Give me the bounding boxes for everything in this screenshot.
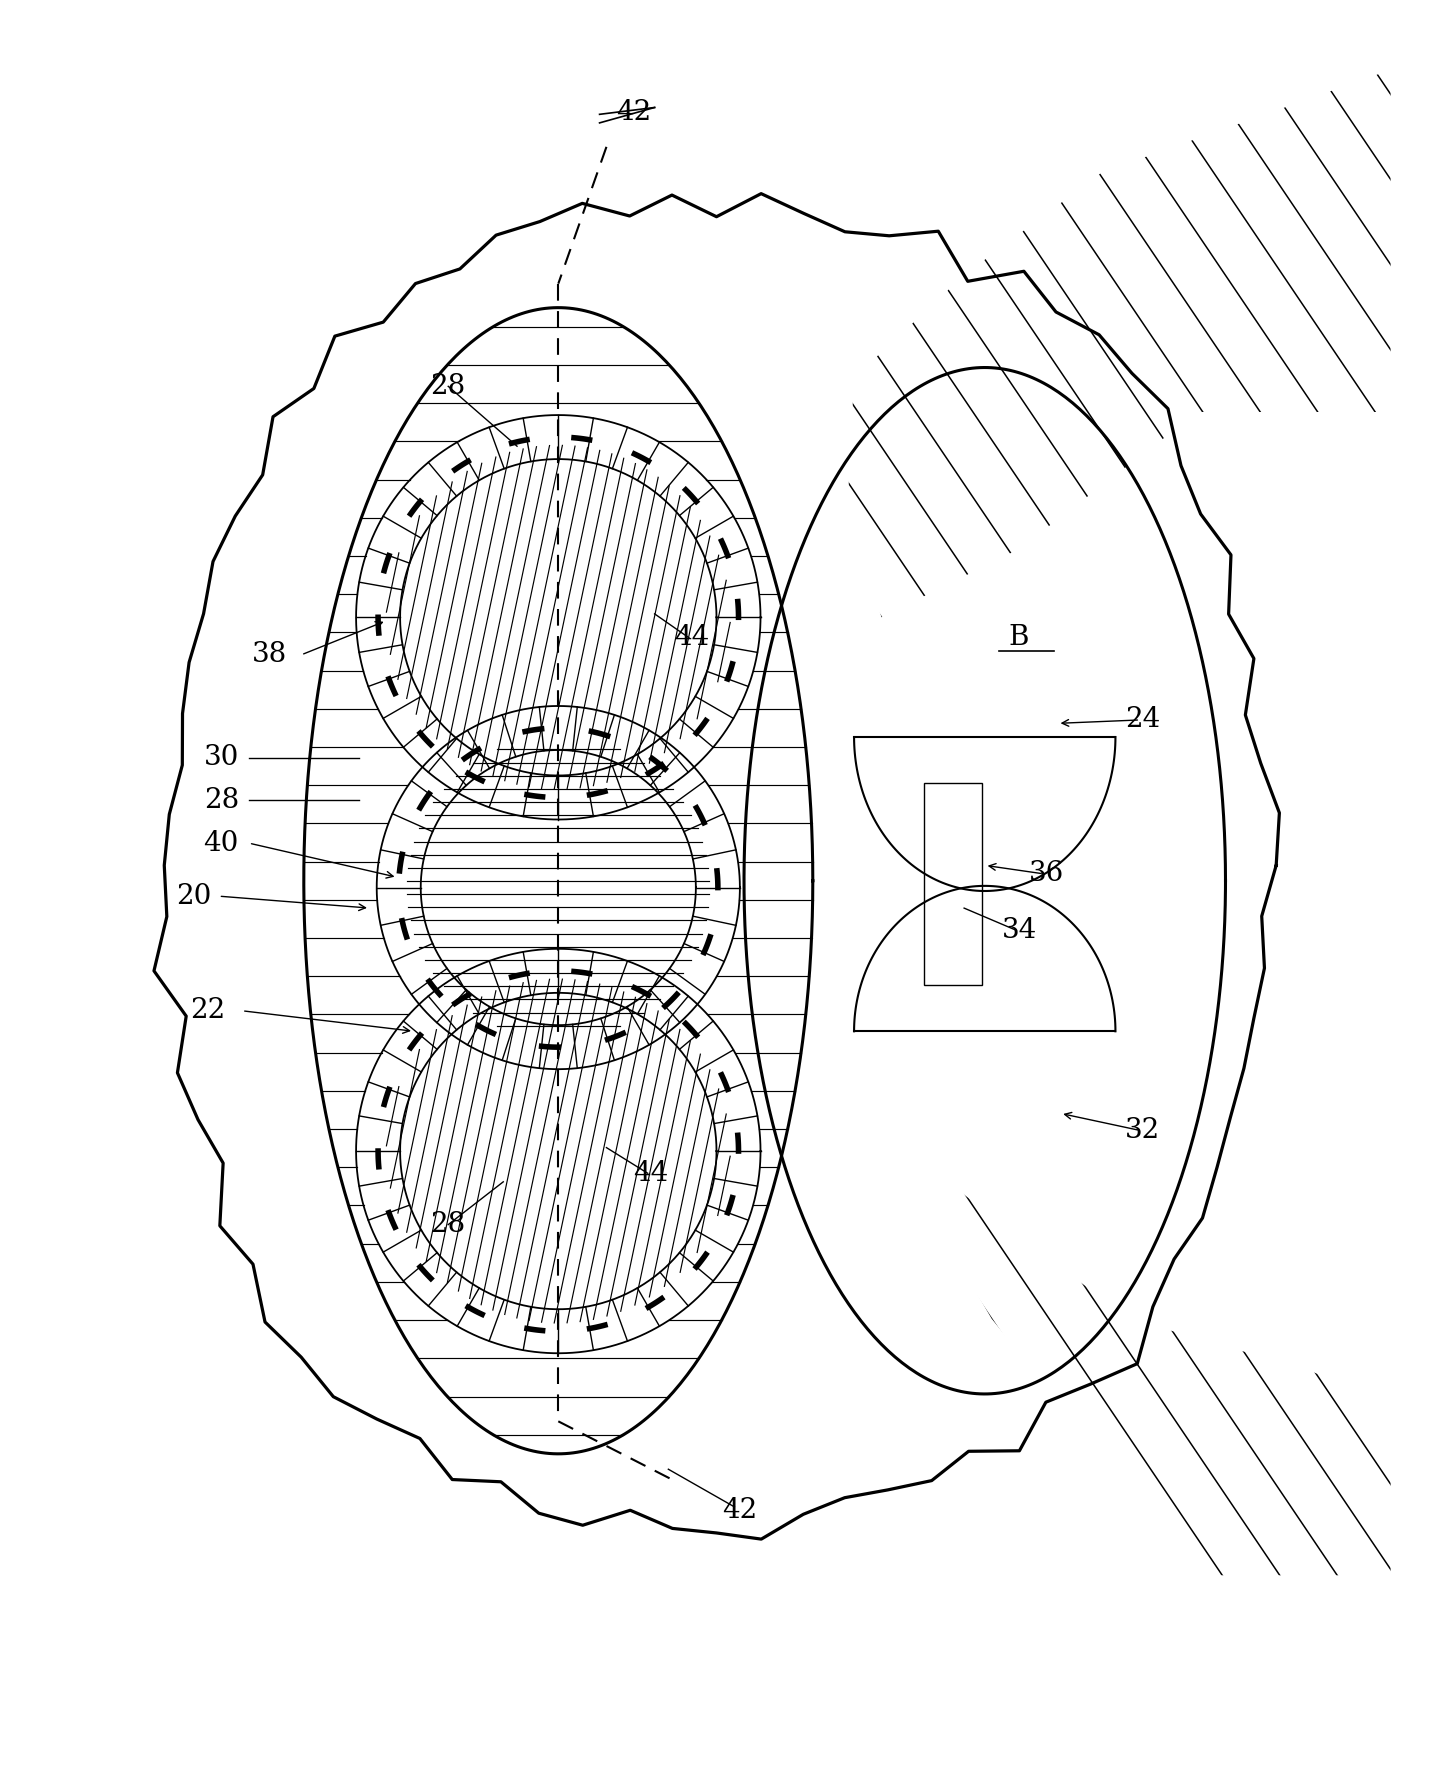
Text: B: B — [1009, 624, 1029, 650]
Text: 20: 20 — [176, 882, 212, 909]
Text: 38: 38 — [252, 642, 287, 668]
Text: 28: 28 — [431, 1212, 466, 1238]
Text: 42: 42 — [722, 1497, 758, 1524]
Text: 32: 32 — [1125, 1117, 1161, 1144]
Text: 34: 34 — [1002, 918, 1036, 944]
Text: 42: 42 — [616, 100, 652, 127]
Text: 44: 44 — [633, 1160, 668, 1187]
Text: 22: 22 — [191, 998, 225, 1025]
Text: 28: 28 — [431, 372, 466, 399]
Text: 40: 40 — [203, 830, 239, 857]
Text: 24: 24 — [1125, 706, 1161, 734]
Text: 44: 44 — [674, 624, 709, 650]
Text: 36: 36 — [1029, 861, 1065, 887]
Text: 30: 30 — [203, 745, 239, 772]
Text: 28: 28 — [203, 788, 239, 814]
